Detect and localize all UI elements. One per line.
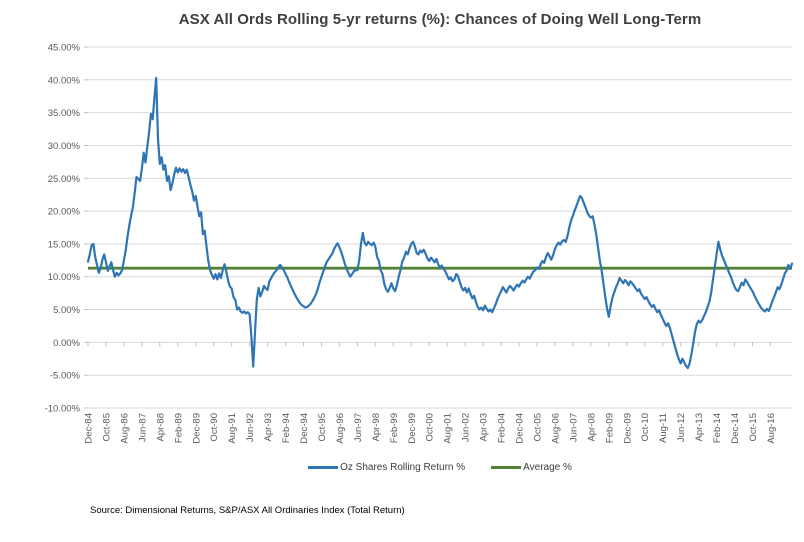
oz-shares-line [86,76,794,370]
x-axis-tick-label: Dec-09 [622,413,633,444]
x-axis-tick-label: Jun-12 [676,413,687,442]
x-axis-tick-label: Feb-94 [281,413,292,443]
y-axis-tick-label: 15.00% [48,239,81,250]
legend-label-average: Average % [523,462,572,473]
y-axis-tick-label: 0.00% [53,338,80,349]
x-axis-tick-label: Oct-05 [533,413,544,442]
x-axis-tick-label: Dec-89 [191,413,202,444]
y-axis-tick-label: 25.00% [48,174,81,185]
y-axis-tick-label: -10.00% [45,404,81,415]
y-axis-tick-label: -5.00% [50,371,81,382]
x-axis-tick-label: Dec-84 [84,413,95,444]
x-axis-tick-label: Aug-91 [227,413,238,444]
y-axis-tick-label: 10.00% [48,272,81,283]
y-axis-tick-label: 30.00% [48,141,81,152]
x-axis-tick-label: Apr-08 [586,413,597,442]
y-axis-tick-label: 20.00% [48,207,81,218]
legend-item-oz-shares: Oz Shares Rolling Return % [308,462,465,473]
chart-title: ASX All Ords Rolling 5-yr returns (%): C… [178,11,702,28]
y-axis-tick-label: 35.00% [48,108,81,119]
x-axis-tick-label: Jun-87 [137,413,148,442]
x-axis-tick-label: Dec-99 [407,413,418,444]
chart-legend: Oz Shares Rolling Return % Average % [88,462,792,473]
legend-item-average: Average % [491,462,572,473]
x-axis-tick-label: Oct-10 [640,413,651,442]
x-axis-tick-label: Jun-97 [353,413,364,442]
source-note: Source: Dimensional Returns, S&P/ASX All… [90,505,405,516]
x-axis-tick-label: Aug-01 [443,413,454,444]
x-axis-tick-label: Apr-98 [371,413,382,442]
x-axis-tick-label: Dec-94 [299,413,310,444]
x-axis-tick-label: Oct-00 [425,413,436,442]
x-axis-tick-label: Aug-16 [766,413,777,444]
x-axis-tick-label: Dec-14 [730,413,741,444]
legend-line-sample-oz-shares [308,466,339,469]
legend-label-oz-shares: Oz Shares Rolling Return % [340,462,466,473]
legend-line-sample-average [491,466,522,469]
x-axis-tick-label: Feb-04 [497,413,508,443]
x-axis-tick-label: Feb-99 [389,413,400,443]
x-axis-tick-label: Jun-92 [245,413,256,442]
x-axis-tick-label: Oct-85 [102,413,113,442]
x-axis-tick-label: Apr-03 [479,413,490,442]
x-axis-tick-label: Aug-96 [335,413,346,444]
x-axis-tick-label: Feb-14 [712,413,723,443]
x-axis-tick-label: Oct-90 [209,413,220,442]
x-axis-tick-label: Apr-13 [694,413,705,442]
x-axis-tick-label: Oct-95 [317,413,328,442]
x-axis-tick-label: Feb-89 [173,413,184,443]
x-axis-tick-label: Apr-88 [155,413,166,442]
y-axis-tick-label: 5.00% [53,305,80,316]
x-axis-tick-label: Jun-07 [568,413,579,442]
x-axis-tick-label: Aug-06 [550,413,561,444]
y-axis-tick-label: 45.00% [48,43,81,54]
x-axis-tick-label: Jun-02 [461,413,472,442]
x-axis-tick-label: Feb-09 [604,413,615,443]
x-axis-tick-label: Apr-93 [263,413,274,442]
x-axis-tick-label: Aug-86 [119,413,130,444]
y-axis-tick-label: 40.00% [48,75,81,86]
x-axis-tick-label: Aug-11 [658,413,669,443]
x-axis-tick-label: Dec-04 [515,413,526,444]
x-axis-tick-label: Oct-15 [748,413,759,442]
